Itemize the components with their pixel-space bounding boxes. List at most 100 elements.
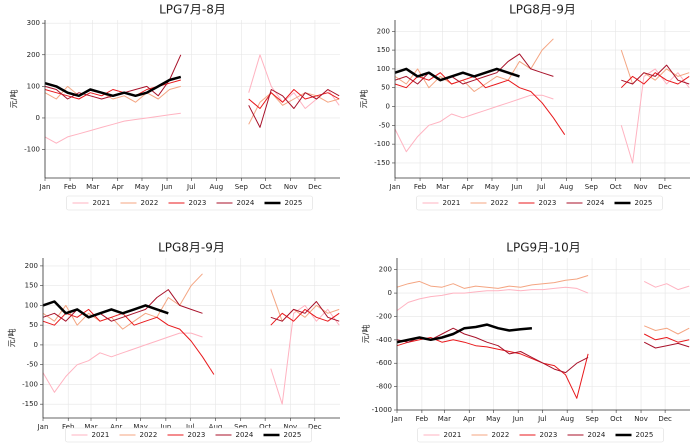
series-line: [44, 54, 340, 144]
legend-label: 2022: [491, 199, 509, 207]
x-tick-label: Jul: [537, 415, 547, 423]
series-line: [396, 280, 690, 312]
legend-label: 2021: [444, 431, 462, 439]
x-tick-label: Jul: [185, 423, 195, 431]
y-tick-label: 100: [27, 82, 40, 90]
x-tick-label: Feb: [62, 423, 75, 431]
y-tick-label: 0: [386, 103, 390, 111]
x-tick-label: Jan: [389, 183, 401, 191]
y-tick-label: 300: [27, 19, 40, 27]
y-tick-label: 50: [381, 84, 390, 92]
series-line: [394, 67, 520, 82]
x-tick-label: Dec: [658, 415, 672, 423]
legend-label: 2023: [188, 431, 206, 439]
legend-label: 2021: [92, 431, 110, 439]
legend-label: 2022: [140, 431, 158, 439]
subplot: LPG8月-9月 -150 -100 -50 0 50 100 150 200 Jan Feb Mar…: [359, 3, 690, 211]
x-tick-label: Jun: [511, 183, 523, 191]
x-tick-label: Jun: [512, 415, 524, 423]
y-axis-label: 元/吨: [7, 329, 17, 348]
series-line: [42, 300, 169, 319]
y-tick-label: 200: [27, 51, 40, 59]
subplot: LPG8月-9月 -150 -100 -50 0 50 100 150 200 Jan Feb Mar…: [7, 241, 340, 443]
y-tick-label: 0: [36, 114, 40, 122]
x-tick-label: Aug: [209, 423, 223, 431]
x-tick-label: Mar: [84, 423, 97, 431]
x-tick-label: Nov: [634, 183, 648, 191]
series-line: [44, 85, 340, 125]
series-line: [42, 273, 340, 330]
legend-frame: [417, 427, 664, 443]
legend-frame: [65, 427, 312, 443]
y-tick-label: -200: [376, 312, 392, 320]
y-tick-label: -600: [376, 359, 392, 367]
series-line: [396, 275, 690, 335]
x-tick-label: Aug: [560, 183, 574, 191]
y-tick-label: 50: [29, 321, 38, 329]
series-line: [42, 289, 340, 322]
legend-label: 2025: [635, 199, 653, 207]
series-line: [396, 323, 533, 344]
series-line: [394, 38, 690, 92]
x-tick-label: Aug: [560, 415, 574, 423]
legend-label: 2022: [492, 431, 510, 439]
x-tick-label: Sep: [235, 183, 249, 191]
legend-frame: [416, 195, 663, 211]
y-axis-label: 元/吨: [361, 325, 371, 344]
legend-label: 2025: [284, 431, 302, 439]
x-tick-label: Jun: [159, 423, 171, 431]
legend-label: 2024: [237, 199, 255, 207]
x-tick-label: Nov: [284, 183, 298, 191]
x-tick-label: Dec: [658, 183, 672, 191]
x-tick-label: Feb: [64, 183, 77, 191]
series-line: [44, 75, 182, 98]
x-tick-label: Apr: [110, 423, 122, 431]
y-tick-label: 0: [388, 289, 392, 297]
x-tick-label: Jul: [536, 183, 546, 191]
y-axis-label: 元/吨: [9, 90, 19, 109]
y-tick-label: 100: [25, 301, 38, 309]
x-tick-label: Sep: [585, 183, 599, 191]
x-tick-label: May: [135, 183, 149, 191]
x-tick-label: Mar: [436, 183, 449, 191]
legend-label: 2025: [285, 199, 303, 207]
x-tick-label: Oct: [610, 183, 622, 191]
y-tick-label: 200: [379, 266, 392, 274]
x-tick-label: Nov: [284, 423, 298, 431]
y-tick-label: 0: [34, 341, 38, 349]
y-tick-label: -150: [22, 400, 38, 408]
x-tick-label: Jul: [186, 183, 196, 191]
legend-frame: [66, 195, 313, 211]
x-tick-label: Nov: [634, 415, 648, 423]
chart-title: LPG9月-10月: [506, 241, 580, 255]
chart-title: LPG8月-9月: [158, 241, 225, 255]
x-tick-label: Jan: [39, 183, 51, 191]
x-tick-label: May: [133, 423, 147, 431]
y-tick-label: -1000: [372, 406, 392, 414]
x-tick-label: Oct: [260, 183, 272, 191]
x-tick-label: Mar: [86, 183, 99, 191]
y-tick-label: 150: [377, 46, 390, 54]
series-line: [42, 304, 340, 405]
legend-label: 2023: [540, 431, 558, 439]
y-tick-label: -400: [376, 336, 392, 344]
legend-label: 2024: [236, 431, 254, 439]
y-axis-label: 元/吨: [359, 90, 369, 109]
subplot: LPG9月-10月 -1000 -800 -600 -400 -200 0 200 Jan Feb…: [361, 241, 690, 443]
y-tick-label: -50: [27, 361, 38, 369]
chart-title: LPG7月-8月: [159, 3, 226, 17]
x-tick-label: Oct: [259, 423, 271, 431]
x-tick-label: Aug: [210, 183, 224, 191]
x-tick-label: Dec: [308, 423, 322, 431]
x-tick-label: Sep: [234, 423, 248, 431]
y-tick-label: -800: [376, 383, 392, 391]
legend-label: 2023: [539, 199, 557, 207]
x-tick-label: May: [485, 183, 499, 191]
legend-label: 2024: [587, 199, 605, 207]
y-tick-label: -50: [379, 121, 390, 129]
x-tick-label: Apr: [112, 183, 124, 191]
x-tick-label: Jan: [391, 415, 403, 423]
y-tick-label: 200: [377, 27, 390, 35]
y-tick-label: 200: [25, 262, 38, 270]
